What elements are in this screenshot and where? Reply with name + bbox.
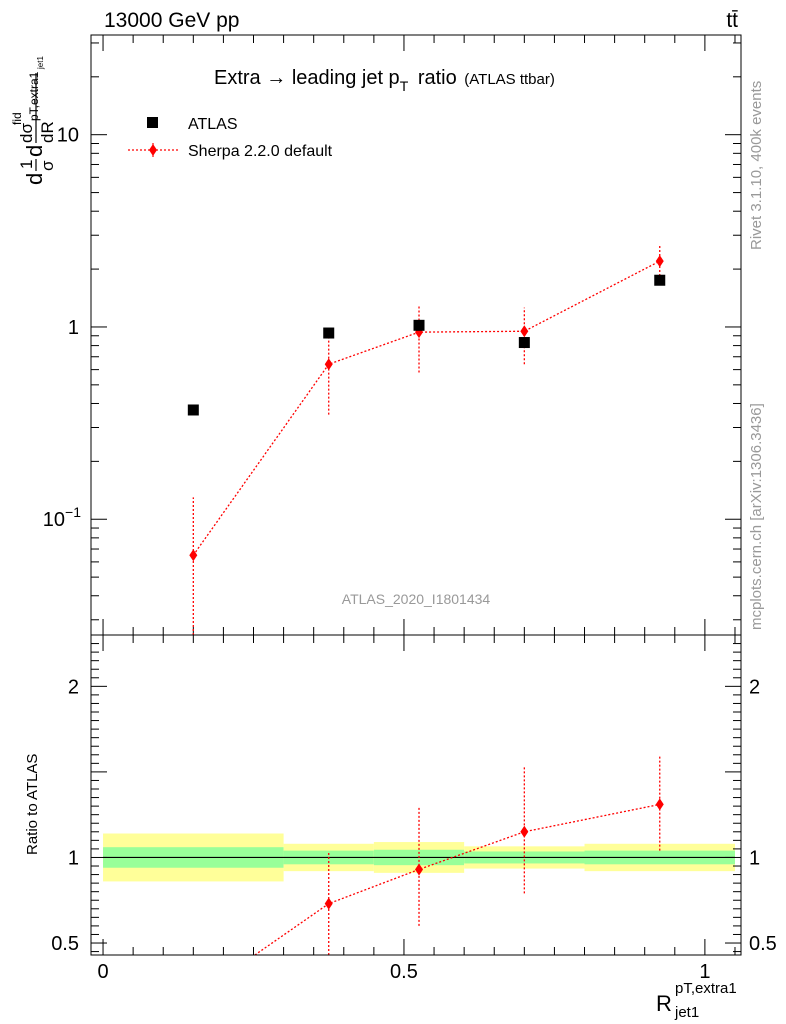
sherpa-line xyxy=(192,260,661,556)
ylabel-fid: fid xyxy=(10,112,24,125)
ratio-x-tick-label: 1 xyxy=(699,961,710,983)
ylabel-dsigma: dσ xyxy=(17,123,36,143)
ratio-sherpa-line xyxy=(254,803,660,956)
atlas-data-point xyxy=(518,337,530,349)
legend-marker-atlas xyxy=(147,117,158,128)
ylabel-subscript: pT,extra1 xyxy=(27,71,41,121)
ratio-y-tick-label: 0.5 xyxy=(51,933,79,955)
xlabel-subscript: jet1 xyxy=(674,1004,699,1021)
plot-title: Extra → leading jet pT ratio (ATLAS ttba… xyxy=(214,67,555,96)
xlabel-superscript: pT,extra1 xyxy=(675,980,737,997)
main-y-tick-label: 10 xyxy=(57,125,79,147)
ratio-xlabel: R pT,extra1 jet1 xyxy=(656,980,737,1021)
sherpa-point xyxy=(520,325,529,338)
title-part-experiment: (ATLAS ttbar) xyxy=(464,71,555,88)
xlabel-R: R xyxy=(656,991,672,1016)
ratio-sherpa-point xyxy=(655,798,664,811)
analysis-watermark: ATLAS_2020_I1801434 xyxy=(342,591,491,607)
title-part-leading: leading jet p xyxy=(292,67,400,89)
process-label: tt̄ xyxy=(726,9,738,32)
title-arrow: → xyxy=(266,67,286,89)
ratio-frame xyxy=(90,634,742,956)
title-part-extra: Extra xyxy=(214,67,262,89)
atlas-data-point xyxy=(187,404,199,416)
mcplots-label: mcplots.cern.ch [arXiv:1306.3436] xyxy=(748,403,765,630)
ratio-sherpa-point xyxy=(324,897,333,910)
main-panel: 10−1 1 10 Extra → leading jet pT ratio (AT… xyxy=(10,34,742,636)
ratio-panel: 0 0.5 1 0.5 0.5 1 1 2 2 Ratio to ATLAS R pT,extr… xyxy=(24,634,777,1021)
ratio-curve-group xyxy=(254,754,664,956)
ratio-x-tick-label: 0.5 xyxy=(390,961,418,983)
ratio-y-tick-label-right: 1 xyxy=(749,847,760,869)
main-ylabel: d 1 σ d dσ fid dR pT,extra1 jet1 xyxy=(10,56,57,185)
data-points-group xyxy=(187,274,666,416)
main-axis-ticks: 10−1 1 10 xyxy=(43,35,741,635)
ylabel-one: 1 xyxy=(17,160,36,169)
ylabel-sigma: σ xyxy=(38,160,57,171)
rivet-version-label: Rivet 3.1.10, 400k events xyxy=(748,81,765,250)
ratio-y-tick-label-right: 0.5 xyxy=(749,933,777,955)
sherpa-point xyxy=(189,549,198,562)
ratio-axis-ticks: 0 0.5 1 0.5 0.5 1 1 2 2 xyxy=(51,635,777,983)
ylabel-d2: d xyxy=(22,145,47,157)
atlas-data-point xyxy=(654,274,666,286)
legend-marker-sherpa xyxy=(149,144,157,156)
ratio-y-tick-label: 1 xyxy=(68,847,79,869)
sherpa-point xyxy=(324,358,333,371)
ratio-y-tick-label-right: 2 xyxy=(749,676,760,698)
legend-label-atlas: ATLAS xyxy=(188,116,238,133)
ylabel-dR: dR xyxy=(38,121,57,143)
atlas-data-point xyxy=(413,319,425,331)
main-y-tick-label: 1 xyxy=(68,317,79,339)
atlas-data-point xyxy=(323,327,335,339)
ylabel-subsubscript: jet1 xyxy=(36,56,45,70)
ratio-sherpa-point xyxy=(415,863,424,876)
legend-label-sherpa: Sherpa 2.2.0 default xyxy=(188,143,333,160)
mc-curve-group xyxy=(189,244,664,635)
legend: ATLAS Sherpa 2.2.0 default xyxy=(128,116,333,160)
ratio-ylabel: Ratio to ATLAS xyxy=(24,754,41,855)
ratio-sherpa-point xyxy=(520,825,529,838)
ylabel-d1: d xyxy=(22,173,47,185)
ratio-y-tick-label: 2 xyxy=(68,676,79,698)
title-part-ratio: ratio xyxy=(418,67,457,89)
title-subscript: T xyxy=(400,78,409,94)
ratio-x-tick-label: 0 xyxy=(97,961,108,983)
main-y-tick-label: 10−1 xyxy=(43,504,81,531)
beam-energy-label: 13000 GeV pp xyxy=(104,9,239,32)
sherpa-point xyxy=(655,255,664,268)
